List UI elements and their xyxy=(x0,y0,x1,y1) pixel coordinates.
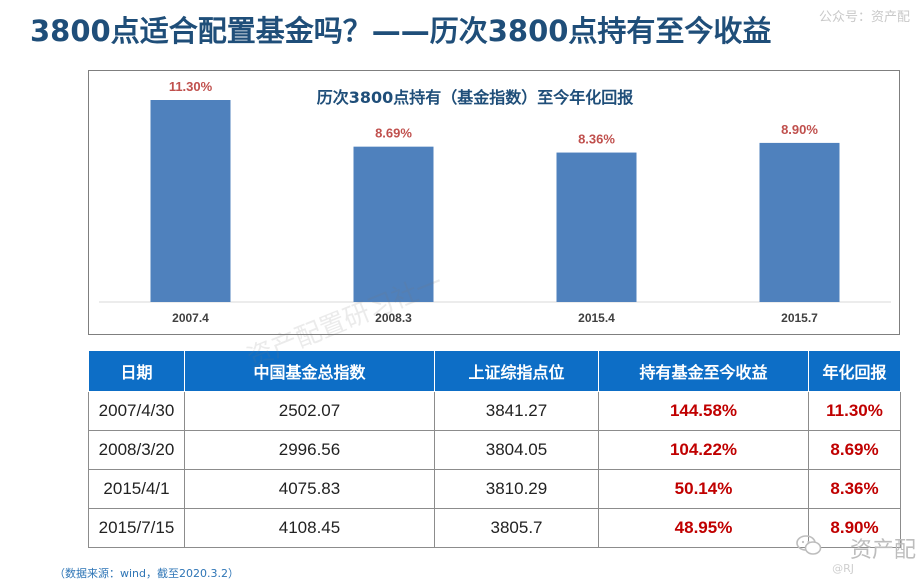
cell-annualized-return: 11.30% xyxy=(808,391,901,431)
bar-2015.7 xyxy=(759,142,840,302)
table-row: 2015/7/15 4108.45 3805.7 48.95% 8.90% xyxy=(88,508,901,548)
x-tick-label-2015.4: 2015.4 xyxy=(578,311,615,325)
data-label-2007.4: 11.30% xyxy=(169,79,213,94)
table-header-row: 日期 中国基金总指数 上证综指点位 持有基金至今收益 年化回报 xyxy=(88,350,901,392)
bar-2015.4 xyxy=(556,152,637,302)
cell-fund-index: 2996.56 xyxy=(184,430,435,470)
cell-date: 2007/4/30 xyxy=(88,391,185,431)
cell-date: 2015/7/15 xyxy=(88,508,185,548)
header-sse-index: 上证综指点位 xyxy=(434,350,599,392)
cell-date: 2008/3/20 xyxy=(88,430,185,470)
header-holding-return: 持有基金至今收益 xyxy=(598,350,809,392)
header-date: 日期 xyxy=(88,350,185,392)
cell-holding-return: 48.95% xyxy=(598,508,809,548)
cell-annualized-return: 8.69% xyxy=(808,430,901,470)
header-fund-index: 中国基金总指数 xyxy=(184,350,435,392)
bar-2007.4 xyxy=(150,100,231,302)
data-label-2015.4: 8.36% xyxy=(578,132,615,147)
cell-holding-return: 104.22% xyxy=(598,430,809,470)
x-tick-label-2007.4: 2007.4 xyxy=(172,311,209,325)
cell-sse-index: 3841.27 xyxy=(434,391,599,431)
cell-holding-return: 50.14% xyxy=(598,469,809,509)
table-row: 2008/3/20 2996.56 3804.05 104.22% 8.69% xyxy=(88,430,901,470)
cell-fund-index: 4075.83 xyxy=(184,469,435,509)
watermark-bottom: 资产配 xyxy=(849,538,916,563)
chart-title: 历次3800点持有（基金指数）至今年化回报 xyxy=(317,88,634,107)
cell-annualized-return: 8.36% xyxy=(808,469,901,509)
watermark-top: 公众号：资产配 xyxy=(818,10,910,25)
wechat-icon xyxy=(796,535,822,555)
cell-fund-index: 4108.45 xyxy=(184,508,435,548)
data-label-2008.3: 8.69% xyxy=(375,126,412,141)
x-tick-label-2008.3: 2008.3 xyxy=(375,311,412,325)
cell-sse-index: 3805.7 xyxy=(434,508,599,548)
cell-annualized-return: 8.90% xyxy=(808,508,901,548)
data-label-2015.7: 8.90% xyxy=(781,122,818,137)
table-row: 2015/4/1 4075.83 3810.29 50.14% 8.36% xyxy=(88,469,901,509)
header-annualized-return: 年化回报 xyxy=(808,350,901,392)
cell-sse-index: 3804.05 xyxy=(434,430,599,470)
cell-fund-index: 2502.07 xyxy=(184,391,435,431)
source-note: （数据来源：wind，截至2020.3.2） xyxy=(54,567,239,580)
chart-container: 历次3800点持有（基金指数）至今年化回报 11.30% 2007.4 8.69% 20… xyxy=(88,70,900,335)
x-tick-label-2015.7: 2015.7 xyxy=(781,311,818,325)
cell-holding-return: 144.58% xyxy=(598,391,809,431)
cell-sse-index: 3810.29 xyxy=(434,469,599,509)
bar-2008.3 xyxy=(353,146,434,302)
bar-chart: 历次3800点持有（基金指数）至今年化回报 11.30% 2007.4 8.69% 20… xyxy=(99,79,891,325)
returns-table: 日期 中国基金总指数 上证综指点位 持有基金至今收益 年化回报 2007/4/3… xyxy=(88,350,901,548)
cell-date: 2015/4/1 xyxy=(88,469,185,509)
watermark-bottom-sub: @RJ xyxy=(832,562,854,575)
slide-title: 3800点适合配置基金吗？——历次3800点持有至今收益 xyxy=(30,14,772,48)
table-row: 2007/4/30 2502.07 3841.27 144.58% 11.30% xyxy=(88,391,901,431)
